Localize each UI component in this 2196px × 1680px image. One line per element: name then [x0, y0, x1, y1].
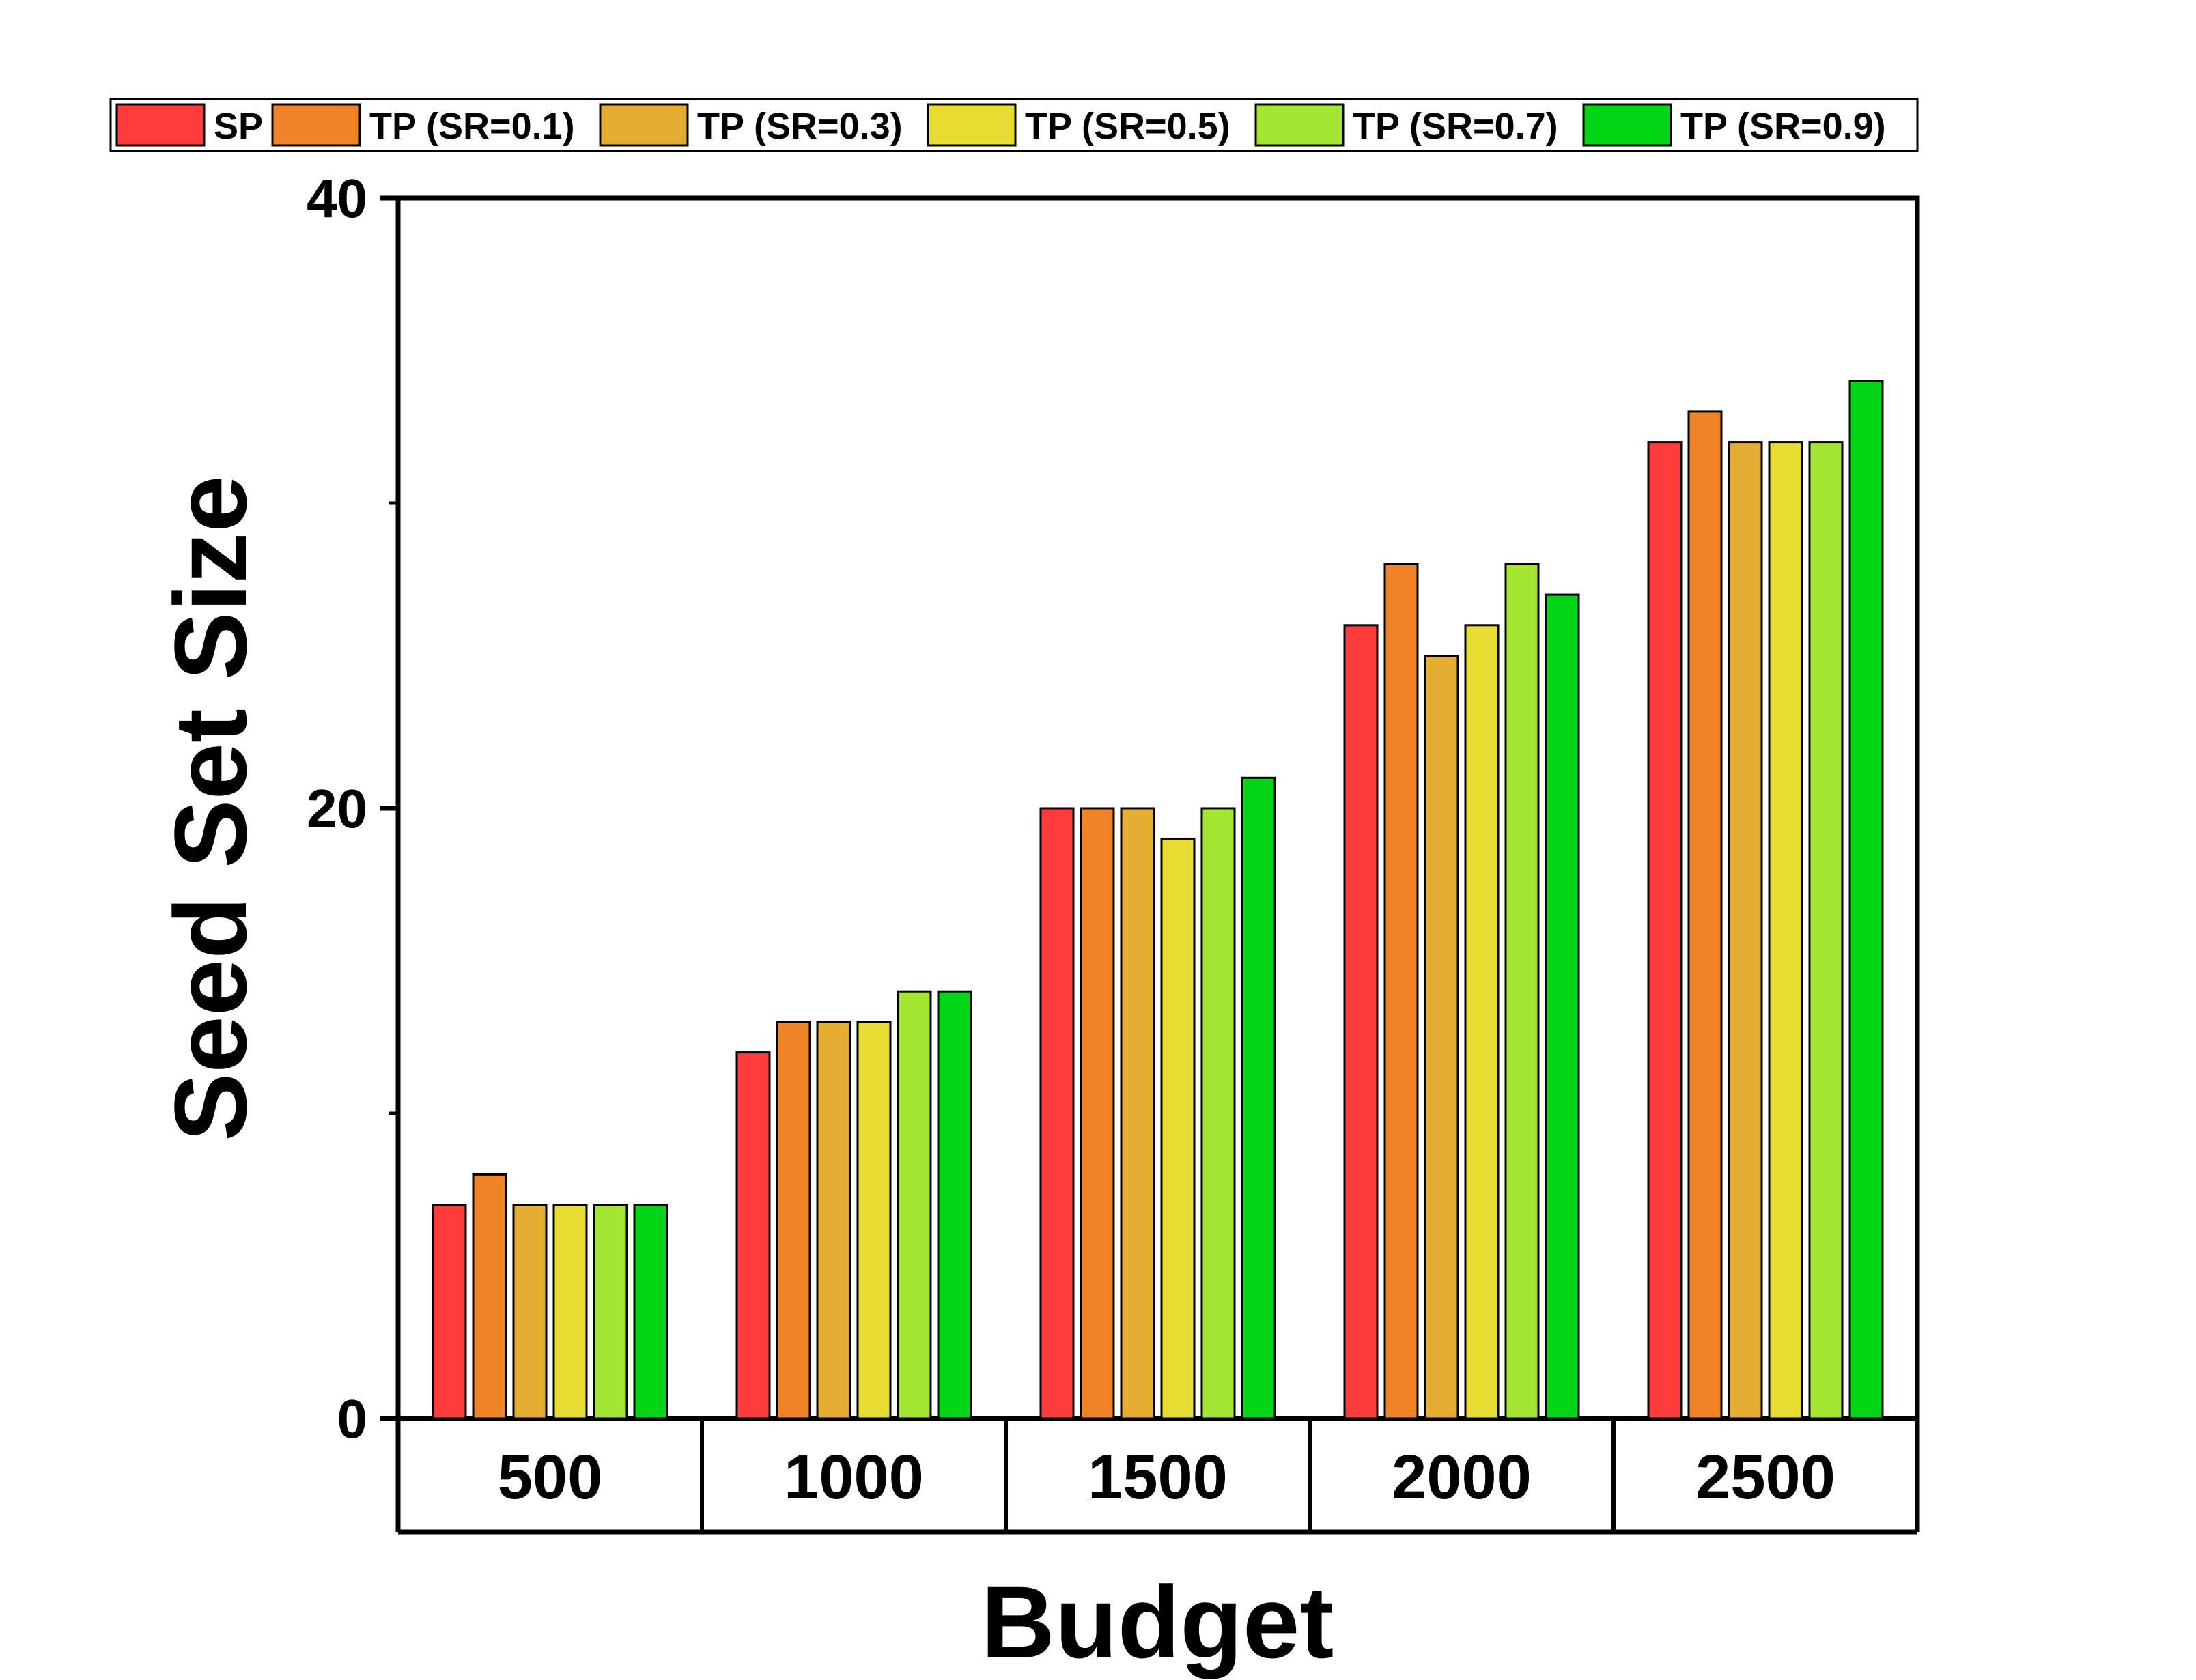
bar-2000-tp-sr-0-7	[1504, 563, 1540, 1420]
bar-1500-tp-sr-0-9	[1241, 776, 1276, 1420]
bar-1500-tp-sr-0-3	[1120, 807, 1155, 1420]
bar-500-tp-sr-0-1	[472, 1173, 507, 1420]
legend-swatch	[115, 103, 206, 147]
legend-label: TP (SR=0.5)	[1025, 106, 1230, 147]
bar-2500-tp-sr-0-9	[1848, 380, 1884, 1420]
bar-2500-sp	[1647, 441, 1683, 1420]
y-axis-title: Seed Set Size	[153, 475, 268, 1141]
x-category-label: 2500	[1695, 1442, 1835, 1512]
bar-1000-tp-sr-0-7	[897, 990, 932, 1420]
x-category-label: 1000	[784, 1442, 924, 1512]
legend-label: TP (SR=0.3)	[697, 106, 903, 147]
bar-1000-tp-sr-0-1	[776, 1021, 811, 1420]
y-tick-label: 40	[307, 168, 367, 229]
legend-label: TP (SR=0.1)	[369, 106, 575, 147]
plot-area: 0 20 40	[307, 168, 1920, 1449]
y-tick-label: 20	[307, 778, 367, 839]
legend-label: SP	[214, 106, 263, 147]
bar-2500-tp-sr-0-1	[1687, 410, 1723, 1420]
bar-1000-tp-sr-0-5	[856, 1021, 892, 1420]
bar-2000-sp	[1343, 624, 1379, 1420]
legend: SP TP (SR=0.1) TP (SR=0.3) TP (SR=0.5) TP (S…	[109, 98, 1919, 152]
bar-2000-tp-sr-0-9	[1545, 593, 1580, 1420]
x-category-label: 1500	[1088, 1442, 1228, 1512]
bar-1500-tp-sr-0-1	[1080, 807, 1115, 1420]
bar-1000-tp-sr-0-3	[816, 1021, 851, 1420]
x-axis-category-table: 500 1000 1500 2000 2500	[395, 1419, 1920, 1535]
y-tick-label: 0	[337, 1389, 368, 1449]
bar-2000-tp-sr-0-3	[1424, 655, 1459, 1420]
bar-500-tp-sr-0-5	[552, 1204, 588, 1420]
bar-2500-tp-sr-0-3	[1728, 441, 1763, 1420]
legend-swatch	[927, 103, 1017, 147]
legend-swatch	[1254, 103, 1345, 147]
legend-swatch	[271, 103, 361, 147]
bar-1500-tp-sr-0-7	[1200, 807, 1236, 1420]
x-category-label: 500	[498, 1442, 603, 1512]
legend-label: TP (SR=0.7)	[1353, 106, 1558, 147]
y-axis: 0 20 40	[307, 168, 398, 1449]
bar-500-tp-sr-0-3	[512, 1204, 548, 1420]
legend-label: TP (SR=0.9)	[1680, 106, 1886, 147]
bar-2500-tp-sr-0-5	[1768, 441, 1803, 1420]
x-category-label: 2000	[1392, 1442, 1532, 1512]
bar-500-tp-sr-0-7	[593, 1204, 628, 1420]
bar-1500-tp-sr-0-5	[1160, 838, 1196, 1420]
x-axis-title: Budget	[981, 1565, 1334, 1679]
bar-1000-sp	[735, 1051, 771, 1420]
bar-1000-tp-sr-0-9	[937, 990, 972, 1420]
bar-500-tp-sr-0-9	[633, 1204, 668, 1420]
bar-500-sp	[432, 1204, 467, 1420]
bar-1500-sp	[1039, 807, 1075, 1420]
bar-2000-tp-sr-0-1	[1383, 563, 1419, 1420]
legend-swatch	[1582, 103, 1672, 147]
bar-2000-tp-sr-0-5	[1464, 624, 1500, 1420]
bar-2500-tp-sr-0-7	[1808, 441, 1844, 1420]
legend-swatch	[599, 103, 689, 147]
